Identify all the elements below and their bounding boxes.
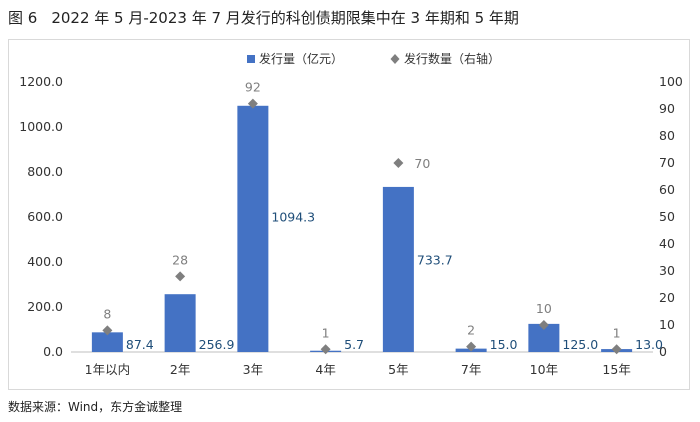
x-category-label: 15年 [602, 362, 630, 377]
bar-value-labels: 87.4 256.9 1094.3 5.7 733.7 15.0 125.0 13.0 [126, 210, 663, 352]
count-marker [393, 158, 404, 168]
bar-value-label: 13.0 [635, 337, 663, 352]
y-right-tick-label: 80 [659, 128, 675, 143]
count-marker [320, 344, 331, 355]
y-right-tick-label: 90 [659, 101, 675, 116]
bar-value-label: 5.7 [344, 337, 364, 352]
count-marker [538, 320, 549, 330]
bar [91, 332, 123, 352]
y-left-tick-label: 600.0 [27, 209, 63, 224]
y-right-tick-label: 10 [659, 317, 675, 332]
count-marker [102, 325, 113, 336]
x-category-label: 2年 [170, 362, 190, 377]
count-value-label: 2 [467, 323, 475, 338]
bar [164, 294, 196, 352]
x-category-label: 1年以内 [85, 362, 130, 377]
x-category-label: 3年 [243, 362, 263, 377]
count-value-label: 8 [103, 306, 111, 321]
x-category-label: 4年 [315, 362, 335, 377]
y-right-tick-label: 60 [659, 182, 675, 197]
x-axis-categories: 1年以内 2年 3年 4年 5年 7年 10年 15年 [85, 362, 631, 377]
legend-label-bar: 发行量（亿元） [259, 51, 343, 66]
legend-label-count: 发行数量（右轴） [404, 51, 500, 66]
bar-value-label: 1094.3 [271, 210, 315, 225]
y-right-tick-label: 20 [659, 290, 675, 305]
count-series [102, 98, 622, 355]
x-category-label: 7年 [461, 362, 481, 377]
count-marker [175, 271, 186, 282]
count-marker [466, 341, 477, 352]
y-left-tick-label: 200.0 [27, 299, 63, 314]
count-marker [611, 344, 622, 355]
count-value-labels: 8 28 92 1 70 2 10 1 [103, 80, 620, 341]
bar-chart: 发行量（亿元） 发行数量（右轴） 0.0200.0400.0600.0800.0… [19, 51, 683, 377]
y-right-tick-label: 30 [659, 263, 675, 278]
chart-frame: 发行量（亿元） 发行数量（右轴） 0.0 200.0 400.0 600.0 800.0… [8, 39, 690, 390]
x-category-label: 10年 [530, 362, 558, 377]
y-left-tick-label: 1200.0 [19, 74, 63, 89]
y-left-tick-label: 0.0 [43, 344, 63, 359]
figure-title-text: 2022 年 5 月-2023 年 7 月发行的科创债期限集中在 3 年期和 5… [51, 9, 519, 27]
y-right-tick-label: 40 [659, 236, 675, 251]
y-right-tick-label: 70 [659, 155, 675, 170]
y-axis-right: 0 10 20 30 40 50 60 70 80 90 100 [659, 74, 683, 359]
y-left-tick-label: 1000.0 [19, 119, 63, 134]
figure-title: 图 6 2022 年 5 月-2023 年 7 月发行的科创债期限集中在 3 年期… [8, 7, 519, 28]
count-value-label: 28 [172, 252, 188, 267]
y-axis-left: 0.0 200.0 400.0 600.0 800.0 1000.0 1200.0 [19, 74, 63, 359]
bar-value-label: 15.0 [490, 337, 518, 352]
y-right-tick-label: 0 [659, 344, 667, 359]
y-left-tick-label: 400.0 [27, 254, 63, 269]
count-value-label: 92 [245, 80, 261, 95]
y-right-tick-label: 50 [659, 209, 675, 224]
bar [237, 105, 269, 352]
bar-value-label: 733.7 [417, 253, 453, 268]
chart-legend: 发行量（亿元） 发行数量（右轴） [247, 51, 500, 66]
y-left-tick-label: 800.0 [27, 164, 63, 179]
count-value-label: 1 [322, 325, 330, 340]
bar-value-label: 87.4 [126, 337, 154, 352]
source-note: 数据来源：Wind，东方金诚整理 [8, 400, 183, 414]
figure-number: 图 6 [8, 9, 38, 27]
count-value-label: 10 [536, 301, 552, 316]
bar-value-label: 256.9 [199, 337, 235, 352]
count-marker [247, 98, 258, 109]
legend-swatch-diamond [390, 54, 400, 64]
count-value-label: 1 [613, 325, 621, 340]
x-category-label: 5年 [388, 362, 408, 377]
bar [382, 186, 414, 352]
count-value-label: 70 [414, 156, 430, 171]
y-right-tick-label: 100 [659, 74, 683, 89]
legend-swatch-bar [247, 55, 255, 63]
bar-value-label: 125.0 [562, 337, 598, 352]
